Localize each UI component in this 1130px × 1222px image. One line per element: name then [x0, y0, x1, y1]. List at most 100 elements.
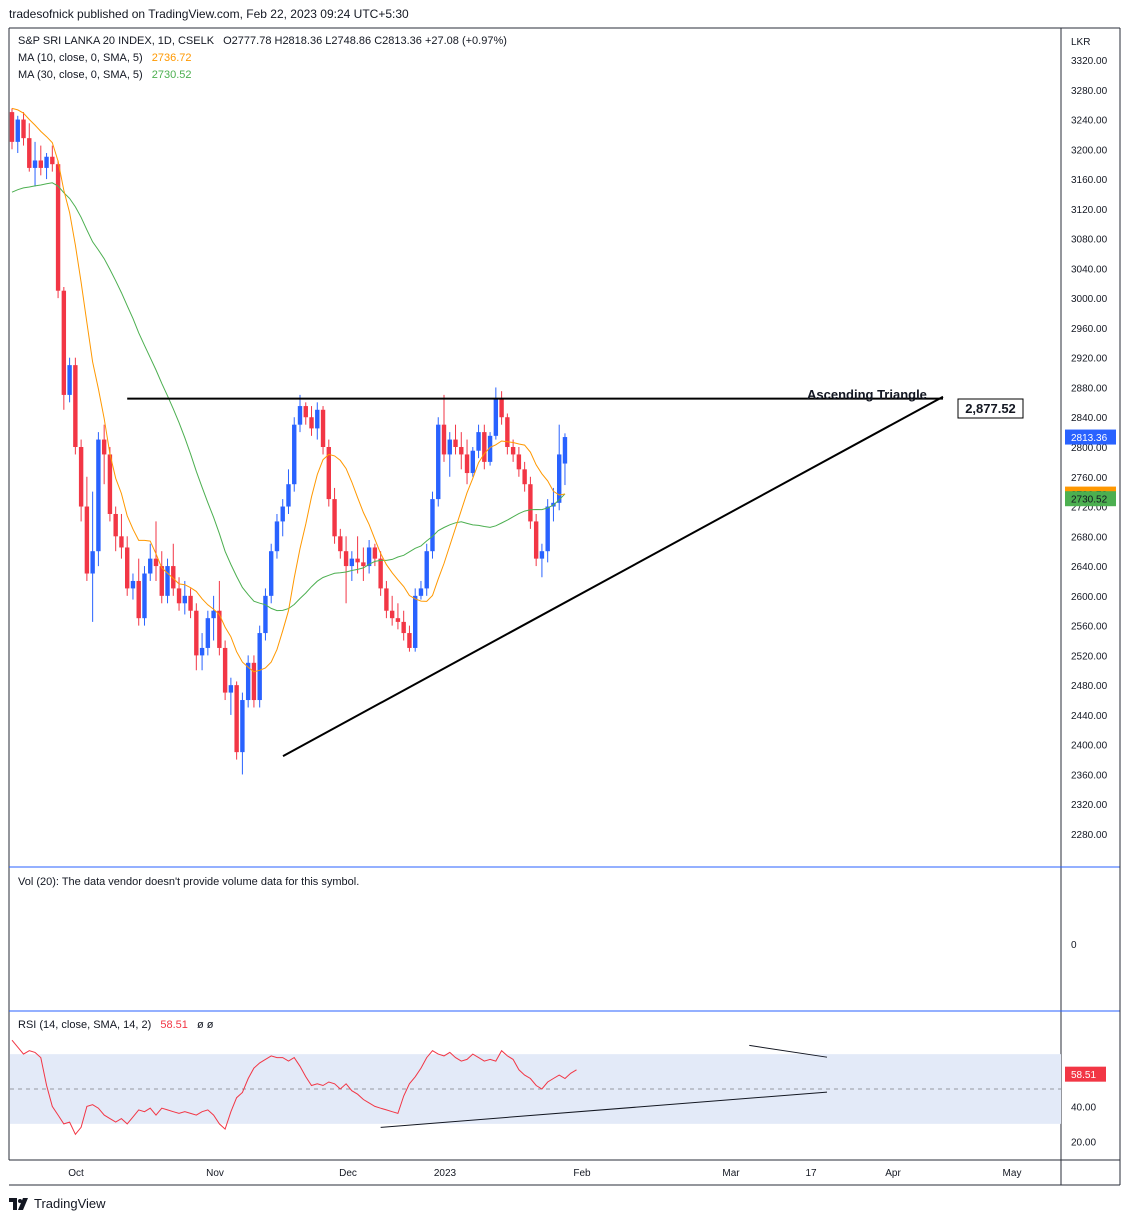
resistance-value-box: [957, 398, 1024, 419]
candle-body: [418, 588, 424, 596]
candle-body: [522, 469, 527, 485]
candle-body: [476, 432, 481, 451]
last-price-badge-bg: [1065, 429, 1116, 445]
ma30-badge: 2730.52: [1071, 495, 1108, 506]
candle-body: [96, 439, 101, 552]
symbol-title: S&P SRI LANKA 20 INDEX, 1D, CSELK: [18, 35, 215, 47]
candle-body: [107, 454, 113, 514]
candle-body: [441, 424, 447, 455]
candle-body: [297, 406, 303, 425]
rsi-trendline: [380, 1091, 828, 1128]
candle-body: [55, 164, 61, 291]
candle-body: [263, 595, 268, 634]
candle-body: [533, 521, 539, 559]
candle-body: [194, 610, 199, 656]
tradingview-brand: TradingView: [34, 1196, 106, 1211]
ma10-value: 2736.72: [151, 52, 192, 64]
time-tick-label: Oct: [68, 1168, 84, 1179]
candle-body: [470, 450, 475, 474]
candle-body: [384, 588, 389, 611]
candle-body: [395, 618, 401, 622]
time-tick-label: 17: [805, 1168, 817, 1179]
candle-body: [222, 647, 228, 693]
rsi-line: [11, 1039, 577, 1136]
ma30-legend: MA (30, close, 0, SMA, 5) 2730.52: [18, 69, 192, 81]
ma30-label: MA (30, close, 0, SMA, 5): [18, 69, 143, 81]
candle-body: [493, 398, 499, 436]
footer: TradingView: [9, 1196, 106, 1211]
price-tick-label: 3200.00: [1071, 145, 1108, 156]
candle-body: [90, 551, 95, 574]
candle-body: [176, 588, 182, 604]
candle-body: [113, 513, 118, 537]
price-tick-label: 2920.00: [1071, 354, 1108, 365]
candle-body: [165, 566, 170, 596]
candle-body: [9, 112, 15, 142]
rsi-tick-label: 40.00: [1071, 1102, 1096, 1113]
candle-body: [505, 417, 510, 447]
candle-body: [464, 454, 470, 474]
candle-body: [182, 595, 187, 604]
candle-body: [142, 573, 147, 619]
candle-body: [292, 424, 297, 485]
volume-legend: Vol (20): The data vendor doesn't provid…: [18, 876, 360, 888]
price-panel: [9, 28, 1061, 866]
price-tick-label: 2440.00: [1071, 711, 1108, 722]
time-tick-label: Feb: [573, 1168, 591, 1179]
rsi-legend-value: 58.51: [160, 1019, 188, 1031]
candle-body: [153, 558, 159, 567]
time-tick-label: Apr: [885, 1168, 901, 1179]
price-tick-label: 2280.00: [1071, 830, 1108, 841]
candle-body: [32, 160, 38, 168]
candle-body: [15, 119, 20, 142]
candle-body: [355, 558, 360, 563]
candle-body: [361, 562, 366, 567]
candle-body: [211, 610, 216, 619]
price-tick-label: 2480.00: [1071, 681, 1108, 692]
candle-body: [21, 119, 26, 139]
price-tick-label: 3160.00: [1071, 175, 1108, 186]
candle-body: [545, 506, 550, 552]
candle-body: [280, 506, 285, 522]
rsi-tick-label: 20.00: [1071, 1137, 1096, 1148]
price-tick-label: 2520.00: [1071, 651, 1108, 662]
symbol-legend: S&P SRI LANKA 20 INDEX, 1D, CSELK O2777.…: [18, 35, 507, 47]
candle-body: [487, 435, 493, 462]
candle-body: [349, 558, 355, 567]
price-tick-label: 3280.00: [1071, 86, 1108, 97]
candle-body: [315, 409, 320, 429]
candle-body: [436, 424, 441, 500]
candle-body: [338, 536, 343, 552]
candle-body: [459, 447, 464, 455]
candle-body: [257, 633, 262, 701]
candle-body: [269, 551, 274, 596]
candle-body: [217, 610, 222, 648]
candle-body: [309, 417, 314, 429]
rsi-trendline: [749, 1044, 828, 1058]
candle-body: [528, 484, 533, 522]
time-tick-label: 2023: [434, 1168, 457, 1179]
rsi-band: [10, 1054, 1061, 1124]
candle-body: [326, 447, 331, 500]
price-tick-label: 2960.00: [1071, 324, 1108, 335]
candle-body: [430, 499, 435, 552]
candle-body: [67, 365, 72, 395]
ma30-value: 2730.52: [151, 69, 192, 81]
pattern-label: Ascending Triangle: [807, 387, 927, 402]
candle-body: [499, 398, 504, 418]
resistance-value: 2,877.52: [965, 401, 1016, 416]
time-tick-label: Nov: [206, 1168, 224, 1179]
price-tick-label: 2720.00: [1071, 503, 1108, 514]
tradingview-logo-icon: [9, 1197, 29, 1210]
price-tick-label: 2560.00: [1071, 622, 1108, 633]
candle-body: [240, 700, 245, 753]
candle-body: [447, 439, 452, 455]
candle-body: [101, 439, 107, 455]
price-tick-label: 2880.00: [1071, 383, 1108, 394]
candle-body: [125, 547, 130, 589]
candle-body: [27, 138, 32, 168]
price-tick-label: 2640.00: [1071, 562, 1108, 573]
price-tick-label: 2360.00: [1071, 770, 1108, 781]
candle-body: [320, 409, 326, 447]
rsi-value-badge-bg: [1065, 1066, 1106, 1082]
